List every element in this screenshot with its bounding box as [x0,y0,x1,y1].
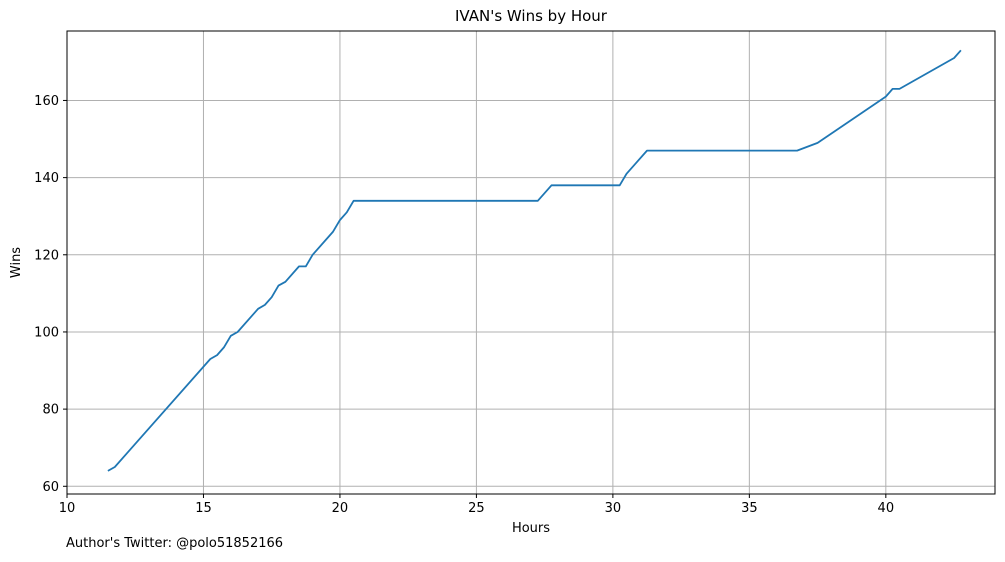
y-tick-label: 60 [42,480,59,495]
x-tick-label: 35 [741,501,758,516]
y-tick-label: 80 [42,403,59,418]
x-tick-label: 30 [605,501,622,516]
x-tick-label: 10 [59,501,76,516]
x-tick-label: 25 [468,501,485,516]
series-lines [107,49,962,472]
plot-frame [66,30,996,495]
x-tick-label: 40 [878,501,895,516]
grid-lines [66,31,995,494]
wins-series-line [107,49,962,472]
x-tick-label: 20 [332,501,349,516]
y-axis-label: Wins [9,247,24,278]
tick-labels: 10 15 20 25 30 35 40 60 80 100 120 140 160 [34,94,894,516]
tick-marks [63,99,887,498]
y-tick-label: 160 [34,94,59,109]
x-tick-label: 15 [195,501,212,516]
chart-title: IVAN's Wins by Hour [455,7,608,25]
y-tick-label: 120 [34,248,59,263]
y-tick-label: 140 [34,171,59,186]
y-tick-label: 100 [34,325,59,340]
author-credit: Author's Twitter: @polo51852166 [66,536,284,551]
x-axis-label: Hours [512,521,550,536]
